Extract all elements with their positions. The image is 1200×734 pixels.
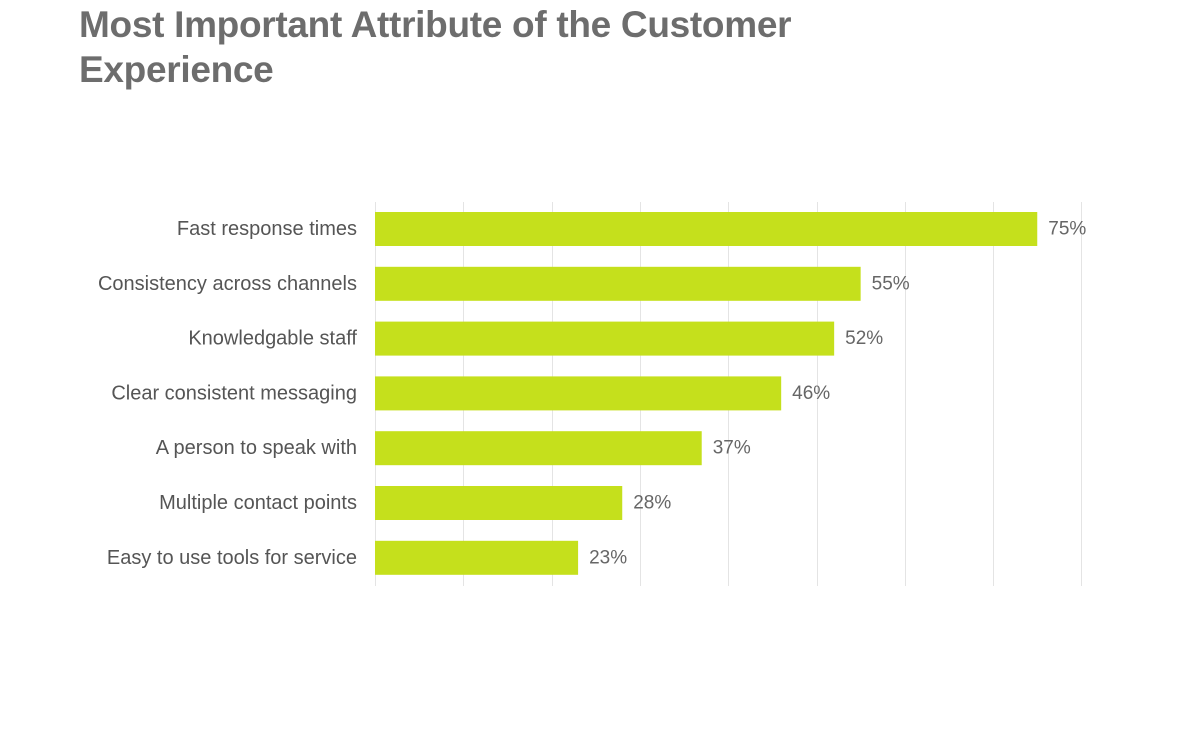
value-label: 75% xyxy=(1048,219,1086,240)
bar xyxy=(375,431,702,466)
category-label: A person to speak with xyxy=(156,437,357,459)
category-label: Multiple contact points xyxy=(159,492,357,514)
category-label: Knowledgable staff xyxy=(188,328,357,350)
value-labels: 75% 55% 52% 46% 37% 28% 23% xyxy=(589,219,1086,569)
bar xyxy=(375,321,835,356)
value-label: 23% xyxy=(589,547,627,568)
bar xyxy=(375,540,579,575)
category-label: Easy to use tools for service xyxy=(107,547,357,569)
category-label: Fast response times xyxy=(177,218,357,240)
value-label: 55% xyxy=(872,273,910,294)
bar xyxy=(375,376,782,411)
bar xyxy=(375,486,623,520)
chart-title: Most Important Attribute of the Customer… xyxy=(79,4,792,90)
category-labels: Fast response times Consistency across ch… xyxy=(98,218,357,569)
bar xyxy=(375,266,861,301)
value-label: 46% xyxy=(792,383,830,404)
category-label: Consistency across channels xyxy=(98,273,357,295)
value-label: 52% xyxy=(845,328,883,349)
category-label: Clear consistent messaging xyxy=(111,382,357,404)
value-label: 37% xyxy=(713,438,751,459)
value-label: 28% xyxy=(633,493,671,514)
bars xyxy=(375,212,1038,575)
bar xyxy=(375,212,1038,246)
